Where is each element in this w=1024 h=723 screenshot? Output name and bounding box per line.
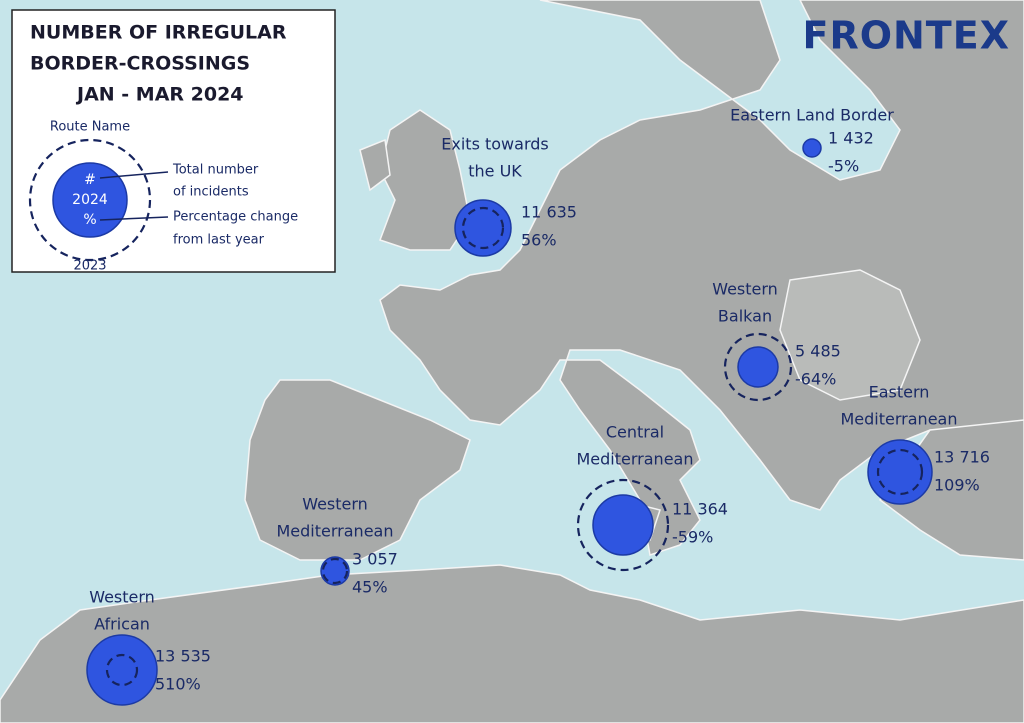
route-ring (876, 448, 924, 496)
route-name: Western (712, 280, 778, 299)
legend-year-previous: 2023 (73, 259, 106, 274)
title-line: NUMBER OF IRREGULAR (30, 22, 287, 44)
route-name: the UK (468, 162, 522, 181)
route-name: Mediterranean (577, 450, 694, 469)
route-change: 510% (155, 675, 201, 694)
route-change: -5% (828, 157, 859, 176)
route-count: 3 057 (352, 550, 398, 569)
route-change: -64% (795, 370, 836, 389)
route-count: 13 535 (155, 647, 211, 666)
route-dot (86, 634, 158, 706)
route-name: Central (606, 423, 664, 442)
route-ring (723, 332, 793, 402)
logo: FRONTEX (802, 14, 1010, 58)
legend-ring (28, 138, 152, 262)
routes: Exits towards the UK 11 635 56% Eastern Land… (86, 106, 990, 706)
route-ring (461, 206, 505, 250)
route-change: -59% (672, 528, 713, 547)
route-count: 11 364 (672, 500, 728, 519)
route-change: 56% (521, 231, 557, 250)
route-count: 13 716 (934, 448, 990, 467)
title-line: JAN - MAR 2024 (75, 84, 244, 106)
route-dot (802, 138, 822, 158)
legend-route-name: Route Name (50, 120, 130, 135)
route-ring (105, 653, 139, 687)
route-name: Eastern (869, 383, 930, 402)
route-name: Exits towards (441, 135, 548, 154)
title-line: BORDER-CROSSINGS (30, 53, 250, 75)
route-change: 45% (352, 578, 388, 597)
legend-desc: from last year (173, 233, 265, 248)
route-count: 1 432 (828, 129, 874, 148)
route-name: Mediterranean (841, 410, 958, 429)
route-dot (320, 556, 350, 586)
legend-year: 2024 (72, 192, 108, 208)
route-name: Western (302, 495, 368, 514)
route-ring (576, 478, 670, 572)
legend-pointer (99, 216, 169, 221)
route-count: 11 635 (521, 203, 577, 222)
legend-pointer (99, 171, 169, 179)
route-dot (592, 494, 654, 556)
route-name: Eastern Land Border (730, 106, 894, 125)
route-name: Mediterranean (277, 522, 394, 541)
route-name: African (94, 615, 150, 634)
route-count: 5 485 (795, 342, 841, 361)
legend-percent-symbol: % (83, 212, 96, 228)
legend-desc: Percentage change (173, 210, 298, 225)
route-dot (737, 346, 779, 388)
legend-desc: of incidents (173, 185, 249, 200)
legend-desc: Total number (172, 163, 259, 178)
route-change: 109% (934, 476, 980, 495)
route-name: Western (89, 588, 155, 607)
legend-count-symbol: # (84, 172, 96, 188)
route-ring (321, 557, 349, 585)
legend-dot (52, 162, 128, 238)
route-name: Balkan (718, 307, 772, 326)
